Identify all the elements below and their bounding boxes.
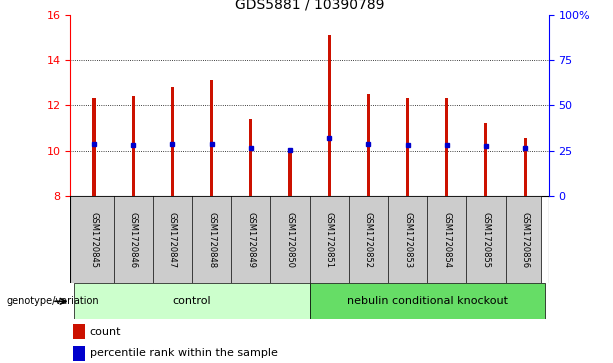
Bar — [484, 123, 487, 196]
Title: GDS5881 / 10390789: GDS5881 / 10390789 — [235, 0, 384, 12]
Bar — [327, 35, 331, 196]
FancyBboxPatch shape — [74, 283, 310, 319]
Bar — [171, 87, 174, 196]
Bar — [132, 96, 135, 196]
Bar — [406, 98, 409, 196]
Text: control: control — [173, 296, 211, 306]
Text: GSM1720856: GSM1720856 — [520, 212, 530, 268]
Bar — [73, 324, 85, 339]
Bar — [445, 98, 448, 196]
Text: GSM1720847: GSM1720847 — [168, 212, 177, 268]
Text: GSM1720845: GSM1720845 — [89, 212, 99, 268]
Text: GSM1720846: GSM1720846 — [129, 212, 138, 268]
Bar — [367, 94, 370, 196]
Text: GSM1720852: GSM1720852 — [364, 212, 373, 268]
Text: percentile rank within the sample: percentile rank within the sample — [89, 348, 278, 358]
Text: GSM1720853: GSM1720853 — [403, 212, 412, 268]
Bar — [210, 80, 213, 196]
Bar — [93, 98, 96, 196]
Text: GSM1720854: GSM1720854 — [442, 212, 451, 268]
Text: nebulin conditional knockout: nebulin conditional knockout — [346, 296, 508, 306]
Text: genotype/variation: genotype/variation — [6, 296, 99, 306]
Bar — [524, 138, 527, 196]
FancyBboxPatch shape — [310, 283, 545, 319]
Text: GSM1720848: GSM1720848 — [207, 212, 216, 268]
Bar — [288, 150, 292, 196]
Text: GSM1720850: GSM1720850 — [286, 212, 294, 268]
Text: GSM1720851: GSM1720851 — [325, 212, 333, 268]
Text: GSM1720849: GSM1720849 — [246, 212, 255, 268]
Bar — [73, 346, 85, 361]
Text: count: count — [89, 327, 121, 337]
Text: GSM1720855: GSM1720855 — [481, 212, 490, 268]
Bar — [249, 119, 253, 196]
